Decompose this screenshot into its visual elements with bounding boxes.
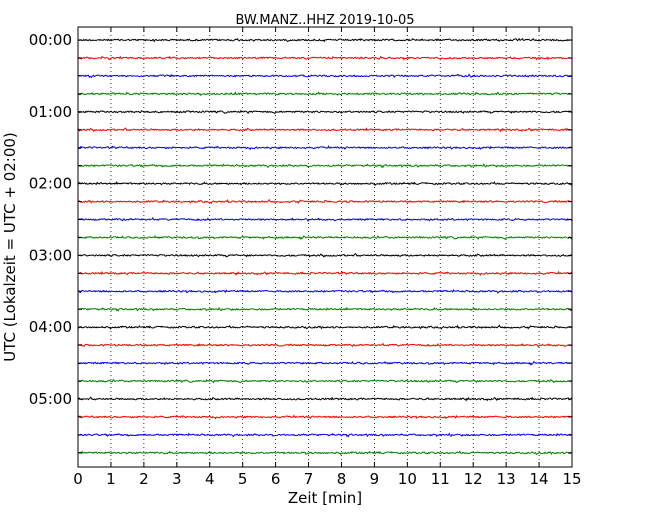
vertical-gridlines bbox=[110, 27, 540, 467]
x-tick-label: 15 bbox=[562, 470, 581, 488]
y-tick-label: 05:00 bbox=[29, 390, 72, 408]
seismic-trace bbox=[77, 450, 573, 456]
seismic-trace bbox=[77, 306, 573, 312]
seismic-trace bbox=[77, 396, 573, 402]
x-tick-label: 11 bbox=[431, 470, 450, 488]
seismic-trace bbox=[77, 360, 573, 366]
seismic-trace bbox=[77, 73, 573, 79]
seismic-traces bbox=[77, 37, 573, 456]
seismic-trace bbox=[77, 91, 573, 97]
x-axis-label: Zeit [min] bbox=[288, 489, 362, 507]
x-tick-label: 10 bbox=[398, 470, 417, 488]
x-tick-label: 14 bbox=[530, 470, 549, 488]
seismic-trace bbox=[77, 378, 573, 384]
seismic-trace bbox=[77, 180, 573, 187]
x-tick-label: 4 bbox=[205, 470, 215, 488]
y-tick-label: 04:00 bbox=[29, 318, 72, 336]
seismic-trace bbox=[77, 163, 573, 169]
x-tick-label: 9 bbox=[370, 470, 380, 488]
y-tick-label: 03:00 bbox=[29, 246, 72, 264]
x-tick-label: 0 bbox=[73, 470, 83, 488]
x-tick-label: 1 bbox=[106, 470, 116, 488]
x-tick-label: 3 bbox=[172, 470, 182, 488]
plot-frame bbox=[77, 26, 573, 468]
seismic-trace bbox=[77, 288, 573, 294]
seismic-trace bbox=[77, 109, 573, 115]
y-tick-label: 00:00 bbox=[29, 31, 72, 49]
seismic-trace bbox=[77, 55, 573, 61]
seismic-trace bbox=[77, 198, 573, 205]
seismic-trace bbox=[77, 145, 573, 151]
seismic-trace bbox=[77, 37, 573, 43]
y-tick-label: 02:00 bbox=[29, 175, 72, 193]
seismic-trace bbox=[77, 324, 573, 330]
seismic-trace bbox=[77, 252, 573, 258]
seismic-trace bbox=[77, 270, 573, 277]
chart-title: BW.MANZ..HHZ 2019-10-05 bbox=[235, 13, 414, 28]
seismic-trace bbox=[77, 127, 573, 133]
y-axis-ticks: 00:00 01:00 02:00 03:00 04:00 05:00 bbox=[29, 31, 572, 454]
x-tick-label: 8 bbox=[337, 470, 347, 488]
x-tick-label: 13 bbox=[497, 470, 516, 488]
y-axis-label: UTC (Lokalzeit = UTC + 02:00) bbox=[1, 132, 19, 362]
y-tick-label: 01:00 bbox=[29, 103, 72, 121]
x-tick-label: 2 bbox=[139, 470, 149, 488]
seismic-trace bbox=[77, 432, 573, 438]
x-tick-label: 7 bbox=[304, 470, 314, 488]
seismic-trace bbox=[77, 342, 573, 348]
x-tick-label: 5 bbox=[238, 470, 248, 488]
x-axis-ticks: 0 1 2 3 4 5 6 7 8 9 10 11 12 13 14 15 bbox=[73, 27, 582, 488]
x-tick-label: 6 bbox=[271, 470, 281, 488]
seismic-trace bbox=[77, 235, 573, 240]
seismic-trace bbox=[77, 217, 573, 222]
x-tick-label: 12 bbox=[464, 470, 483, 488]
seismic-trace bbox=[77, 414, 573, 420]
